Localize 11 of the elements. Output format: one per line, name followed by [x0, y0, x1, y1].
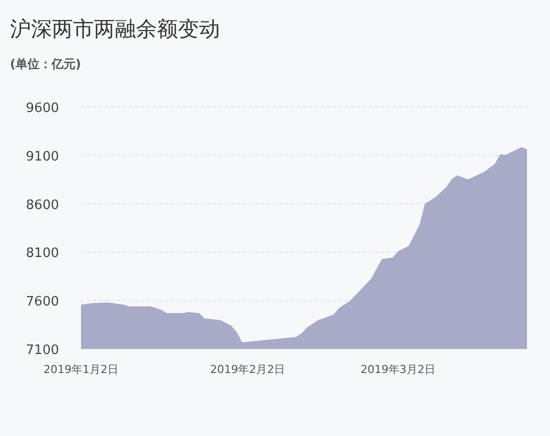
chart-title: 沪深两市两融余额变动	[10, 17, 220, 41]
chart-subtitle: (单位：亿元)	[10, 57, 81, 71]
y-tick-label: 7100	[26, 343, 59, 358]
y-tick-label: 7600	[26, 294, 59, 310]
y-tick-label: 8600	[26, 198, 59, 213]
y-tick-label: 8100	[26, 246, 59, 262]
x-tick-label: 2019年2月2日	[210, 363, 286, 376]
x-tick-label: 2019年3月2日	[360, 363, 436, 376]
y-tick-label: 9100	[26, 149, 59, 164]
x-tick-label: 2019年1月2日	[44, 363, 118, 376]
y-tick-label: 9600	[26, 101, 59, 116]
